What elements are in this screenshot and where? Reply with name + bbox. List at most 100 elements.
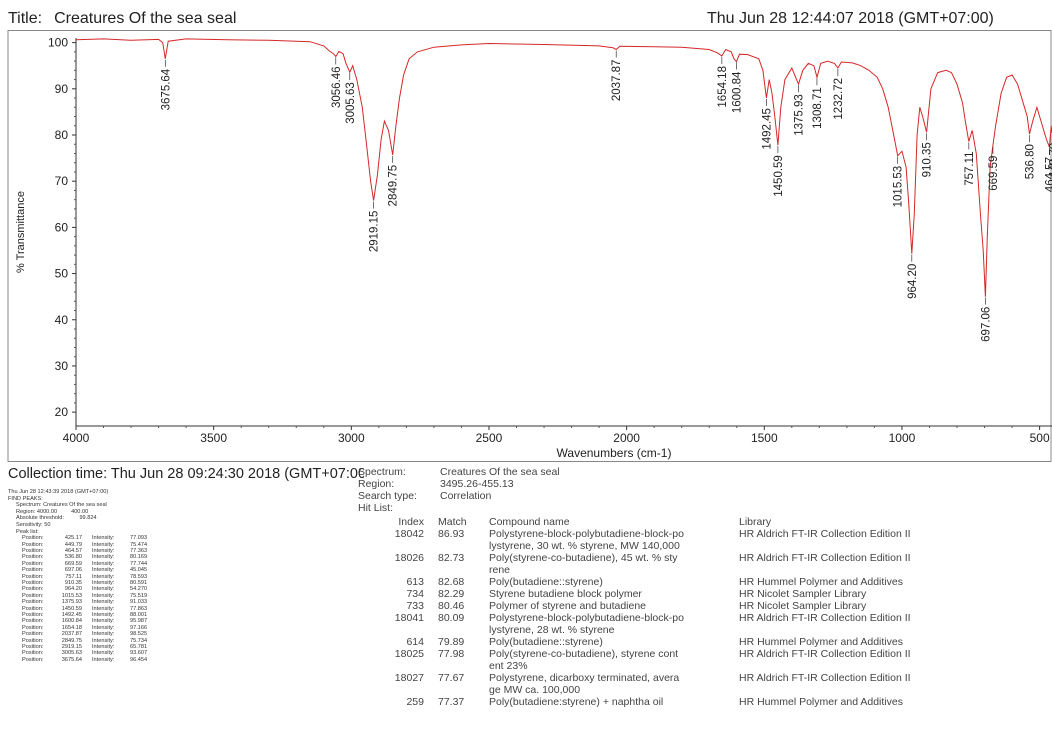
hit-compound-name: Polymer of styrene and butadiene bbox=[489, 600, 719, 612]
peak-intensity-label: Intensity: bbox=[92, 637, 115, 644]
col-library-header: Library bbox=[739, 516, 772, 528]
peak-row: Position: 3005.63 Intensity: 93.607 bbox=[22, 650, 160, 656]
peak-position: 2919.15 bbox=[61, 644, 82, 651]
hit-index: 733 bbox=[406, 600, 424, 612]
peak-position: 1015.53 bbox=[61, 592, 82, 599]
peak-position: 669.59 bbox=[64, 560, 82, 567]
collection-time: Collection time: Thu Jun 28 09:24:30 201… bbox=[8, 466, 364, 482]
search-type-line: Search type: Correlation bbox=[358, 490, 1052, 502]
peak-position-label: Position: bbox=[22, 573, 44, 580]
hit-library: HR Aldrich FT-IR Collection Edition II bbox=[739, 552, 911, 564]
peak-position: 1375.93 bbox=[61, 599, 82, 606]
peak-position-label: Position: bbox=[22, 547, 44, 554]
peak-label: 964.20 bbox=[907, 264, 919, 299]
fp-region-from: 4000.00 bbox=[36, 508, 58, 515]
hit-compound-name-line: lystyrene, 30 wt. % styrene, MW 140,000 bbox=[489, 540, 680, 552]
peak-position-label: Position: bbox=[22, 618, 44, 625]
hit-row: 18027 77.67 Polystyrene, dicarboxy termina… bbox=[358, 672, 1052, 696]
hit-match: 82.73 bbox=[438, 552, 465, 564]
peak-label: 536.80 bbox=[1024, 144, 1036, 179]
peak-intensity: 75.734 bbox=[130, 637, 148, 644]
report-datetime: Thu Jun 28 12:44:07 2018 (GMT+07:00) bbox=[707, 10, 994, 27]
x-tick-label: 2000 bbox=[613, 431, 640, 445]
peak-intensity: 95.987 bbox=[130, 618, 148, 625]
peak-intensity: 54.270 bbox=[130, 586, 148, 593]
x-tick-label: 3500 bbox=[200, 431, 227, 445]
peak-intensity-label: Intensity: bbox=[92, 624, 115, 631]
peak-position-label: Position: bbox=[22, 624, 44, 631]
find-peaks-report: Thu Jun 28 12:43:39 2018 (GMT+07:00) FIN… bbox=[8, 489, 208, 663]
hit-compound-name-line: Polymer of styrene and butadiene bbox=[489, 600, 647, 612]
peak-label: 3675.64 bbox=[160, 68, 172, 110]
x-tick-label: 500 bbox=[1030, 431, 1050, 445]
peak-intensity: 77.363 bbox=[130, 547, 148, 554]
peak-label: 1492.45 bbox=[761, 108, 773, 150]
peak-intensity: 80.169 bbox=[130, 554, 148, 561]
hit-match: 79.89 bbox=[438, 636, 465, 648]
peak-position: 464.57 bbox=[64, 547, 82, 554]
hit-compound-name: Poly(styrene-co-butadiene), 45 wt. % sty… bbox=[489, 552, 719, 576]
hit-compound-name-line: Polystyrene, dicarboxy terminated, avera bbox=[489, 672, 680, 684]
report-title: Title: Creatures Of the sea seal bbox=[8, 10, 236, 28]
peak-label: 2849.75 bbox=[388, 165, 400, 207]
peak-position: 3005.63 bbox=[61, 650, 82, 657]
peak-position: 964.20 bbox=[64, 586, 82, 593]
hit-match: 86.93 bbox=[438, 528, 465, 540]
x-tick-label: 2500 bbox=[476, 431, 503, 445]
peak-position-label: Position: bbox=[22, 631, 44, 638]
peak-intensity: 77.863 bbox=[130, 605, 148, 612]
y-tick-label: 100 bbox=[48, 36, 68, 50]
peak-row: Position: 1015.53 Intensity: 75.519 bbox=[22, 593, 160, 599]
peak-intensity-label: Intensity: bbox=[92, 644, 115, 651]
hit-index: 18041 bbox=[394, 612, 424, 624]
hit-row: 259 77.37 Poly(butadiene:styrene) + naphth… bbox=[358, 696, 1052, 708]
col-index-header: Index bbox=[398, 516, 424, 528]
fp-region-line: Region: 4000.00 400.00 bbox=[8, 509, 208, 516]
peak-intensity-label: Intensity: bbox=[92, 586, 115, 593]
hit-library: HR Hummel Polymer and Additives bbox=[739, 696, 903, 708]
y-axis-label: % Transmittance bbox=[15, 191, 27, 273]
hit-compound-name: Polystyrene, dicarboxy terminated, avera… bbox=[489, 672, 719, 696]
peak-position-label: Position: bbox=[22, 612, 44, 619]
peak-intensity: 78.593 bbox=[130, 573, 148, 580]
peak-row: Position: 1600.84 Intensity: 95.987 bbox=[22, 618, 160, 624]
hit-library: HR Aldrich FT-IR Collection Edition II bbox=[739, 672, 911, 684]
peak-intensity-label: Intensity: bbox=[92, 618, 115, 625]
hit-index: 259 bbox=[406, 696, 424, 708]
hit-compound-name: Poly(butadiene::styrene) bbox=[489, 576, 719, 588]
hit-match: 77.98 bbox=[438, 648, 465, 660]
peak-intensity: 75.474 bbox=[130, 541, 148, 548]
hit-compound-name: Poly(butadiene::styrene) bbox=[489, 636, 719, 648]
peak-intensity-label: Intensity: bbox=[92, 535, 115, 542]
search-type-label: Search type: bbox=[358, 490, 417, 502]
fp-peaklist-label: Peak list: bbox=[16, 528, 39, 535]
fp-spectrum-value: Creatures Of the sea seal bbox=[43, 502, 107, 509]
peak-position-label: Position: bbox=[22, 567, 44, 574]
x-tick-label: 1000 bbox=[889, 431, 916, 445]
hit-match: 80.09 bbox=[438, 612, 465, 624]
hit-library: HR Hummel Polymer and Additives bbox=[739, 636, 903, 648]
peak-intensity: 97.166 bbox=[130, 624, 148, 631]
hit-compound-name-line: lystyrene, 28 wt. % styrene bbox=[489, 624, 615, 636]
peak-intensity-label: Intensity: bbox=[92, 541, 115, 548]
find-peaks-timestamp: Thu Jun 28 12:43:39 2018 (GMT+07:00) bbox=[8, 489, 109, 495]
peak-position: 3675.64 bbox=[61, 656, 82, 663]
hit-row: 733 80.46 Polymer of styrene and butadiene… bbox=[358, 600, 1052, 612]
search-spectrum-value: Creatures Of the sea seal bbox=[440, 466, 560, 478]
peak-intensity-label: Intensity: bbox=[92, 554, 115, 561]
peak-position: 1492.45 bbox=[61, 612, 82, 619]
hit-index: 734 bbox=[406, 588, 424, 600]
y-tick-label: 60 bbox=[55, 220, 69, 234]
fp-sensitivity-value: 50 bbox=[44, 521, 51, 528]
fp-sensitivity-line: Sensitivity: 50 bbox=[8, 522, 208, 529]
hit-compound-name: Styrene butadiene block polymer bbox=[489, 588, 719, 600]
peak-intensity: 93.607 bbox=[130, 650, 148, 657]
peak-intensity-label: Intensity: bbox=[92, 592, 115, 599]
hit-index: 18027 bbox=[394, 672, 424, 684]
chart-frame bbox=[7, 30, 1052, 462]
peak-row: Position: 1654.18 Intensity: 97.166 bbox=[22, 625, 160, 631]
peak-row: Position: 757.11 Intensity: 78.593 bbox=[22, 574, 160, 580]
peak-position: 1450.59 bbox=[61, 605, 82, 612]
hit-row: 18041 80.09 Polystyrene-block-polybutadien… bbox=[358, 612, 1052, 636]
search-spectrum-label: Spectrum: bbox=[358, 466, 406, 478]
